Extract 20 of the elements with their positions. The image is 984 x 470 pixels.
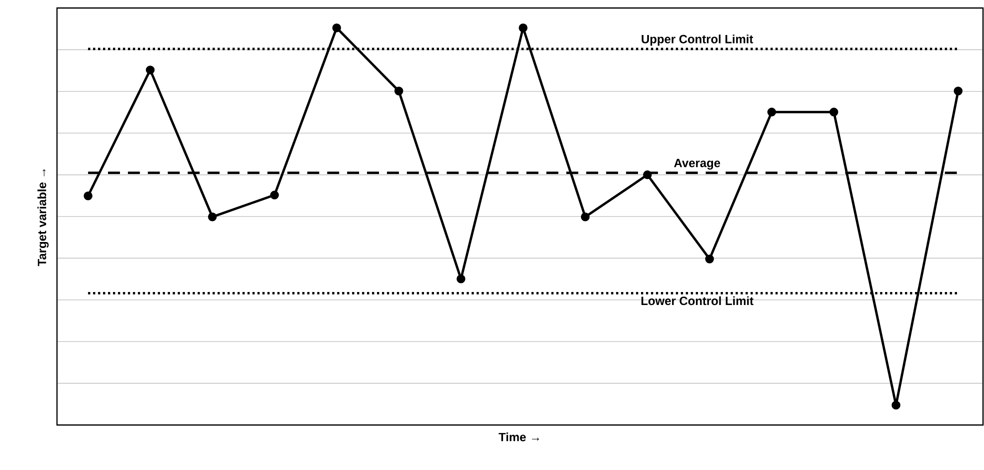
point xyxy=(456,274,466,284)
point xyxy=(954,86,963,96)
y-axis-title: Target variable → xyxy=(37,169,49,266)
point xyxy=(580,212,590,222)
point xyxy=(705,254,714,264)
point xyxy=(270,190,279,200)
point xyxy=(394,86,404,96)
point xyxy=(518,23,528,32)
point xyxy=(332,23,342,32)
x-axis-title: Time → xyxy=(498,432,540,442)
ref-line-label: Average xyxy=(674,158,720,170)
point xyxy=(767,108,776,116)
ref-line-label: Upper Control Limit xyxy=(642,34,754,46)
point xyxy=(84,191,92,200)
point xyxy=(146,66,155,74)
point xyxy=(643,170,652,180)
point xyxy=(829,108,838,116)
point xyxy=(892,400,900,410)
ref-line-label: Lower Control Limit xyxy=(641,296,754,306)
point xyxy=(208,212,217,222)
